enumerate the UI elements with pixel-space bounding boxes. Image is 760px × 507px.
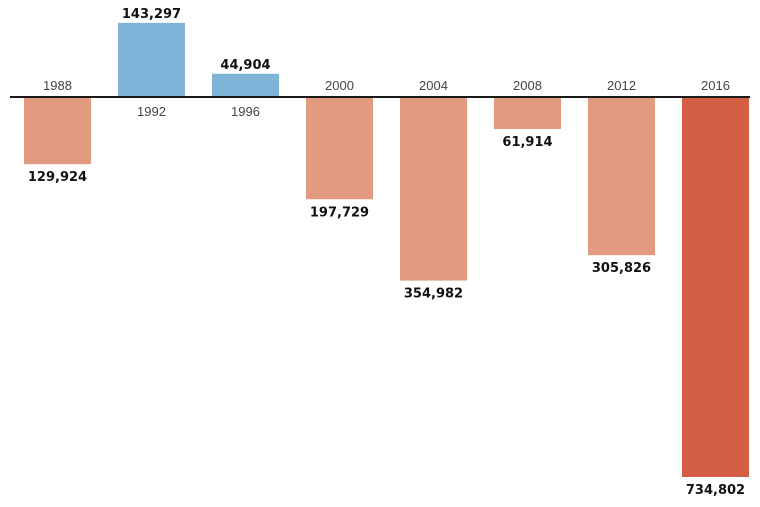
value-label-2012: 305,826 [592, 261, 651, 276]
value-label-1988: 129,924 [28, 170, 87, 185]
bar-1992 [118, 22, 185, 97]
value-label-1996: 44,904 [220, 58, 270, 73]
year-label-2016: 2016 [701, 78, 730, 93]
value-label-2004: 354,982 [404, 287, 463, 302]
year-label-2012: 2012 [607, 78, 636, 93]
value-label-2000: 197,729 [310, 205, 369, 220]
year-label-2004: 2004 [419, 78, 448, 93]
labels-group: 1988 129,924 1992 143,297 1996 44,904 2000 197,… [28, 7, 745, 498]
bar-2016 [682, 97, 749, 477]
bars-group [24, 22, 749, 477]
value-label-2008: 61,914 [502, 135, 552, 150]
bar-2008 [494, 97, 561, 130]
year-label-2008: 2008 [513, 78, 542, 93]
bar-2012 [588, 97, 655, 256]
value-label-2016: 734,802 [686, 483, 745, 498]
bar-1996 [212, 73, 279, 97]
year-label-1996: 1996 [231, 104, 260, 119]
bar-2000 [306, 97, 373, 200]
year-label-1988: 1988 [43, 78, 72, 93]
year-label-2000: 2000 [325, 78, 354, 93]
bar-2004 [400, 97, 467, 281]
bar-1988 [24, 97, 91, 165]
year-label-1992: 1992 [137, 104, 166, 119]
value-label-1992: 143,297 [122, 7, 181, 22]
